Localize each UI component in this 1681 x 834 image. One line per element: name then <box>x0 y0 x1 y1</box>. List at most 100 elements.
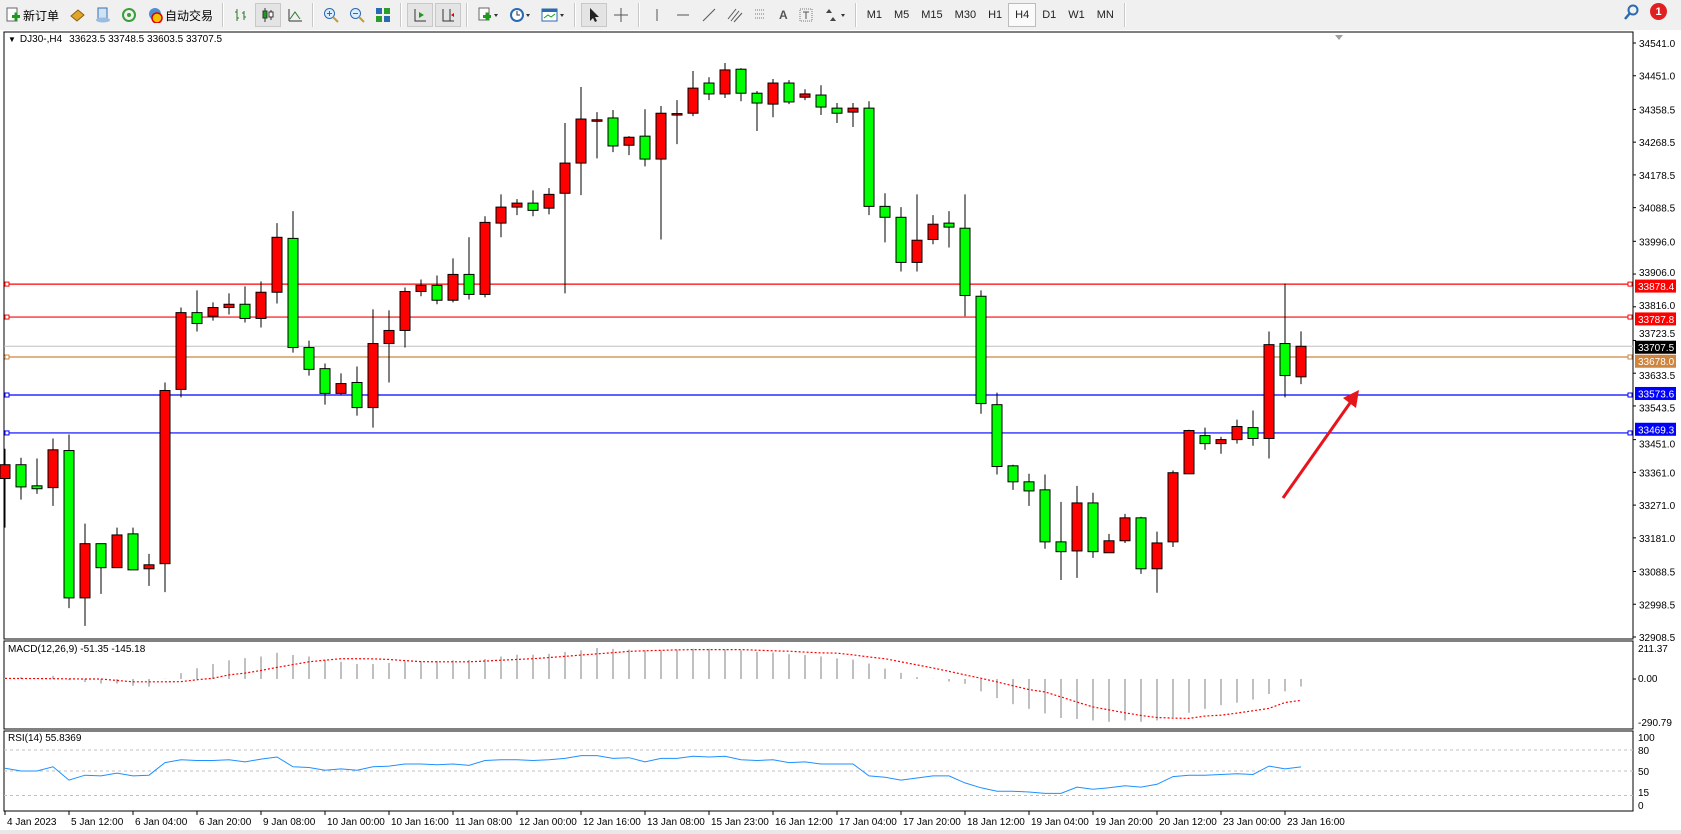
notification-badge[interactable]: 1 <box>1650 3 1667 20</box>
fibonacci-button[interactable] <box>749 3 773 27</box>
zoom-out-button[interactable] <box>345 3 369 27</box>
toolbar-separator <box>312 3 315 27</box>
candle <box>751 91 763 132</box>
candle <box>223 293 235 315</box>
chart-canvas[interactable]: 34541.0 34451.0 34358.5 34268.5 34178.5 34088… <box>0 30 1681 834</box>
time-axis-label: 19 Jan 20:00 <box>1095 817 1153 828</box>
candle-body <box>335 383 347 394</box>
candle-body <box>1167 472 1179 543</box>
candle-body <box>1007 465 1019 483</box>
chart-menu-triangle-icon[interactable]: ▼ <box>8 35 16 44</box>
candle-body <box>319 368 331 394</box>
chart-shift-button[interactable] <box>435 3 462 27</box>
time-axis-label: 12 Jan 16:00 <box>583 817 641 828</box>
candle-body <box>959 227 971 297</box>
line-chart-button[interactable] <box>283 3 307 27</box>
candle <box>671 100 683 145</box>
candle <box>591 112 603 159</box>
candle <box>1231 419 1243 444</box>
trendline-button[interactable] <box>697 3 721 27</box>
time-axis-label: 23 Jan 00:00 <box>1223 817 1281 828</box>
candle <box>239 286 251 323</box>
time-axis-label: 4 Jan 2023 <box>7 817 57 828</box>
tile-windows-button[interactable] <box>371 3 395 27</box>
candle-body <box>127 533 139 571</box>
timeframe-m1[interactable]: M1 <box>866 9 882 21</box>
auto-scroll-button[interactable] <box>407 3 434 27</box>
time-axis-label: 15 Jan 23:00 <box>711 817 769 828</box>
terminal-button[interactable] <box>91 3 115 27</box>
candle-chart-button[interactable] <box>255 3 282 27</box>
candle-body <box>95 543 107 569</box>
candle <box>623 136 635 156</box>
auto-trading-button[interactable]: 自动交易 <box>143 3 217 27</box>
new-order-label: 新订单 <box>23 8 60 23</box>
crosshair-button[interactable] <box>609 3 633 27</box>
search-icon[interactable] <box>1624 4 1640 20</box>
signals-button[interactable] <box>117 3 141 27</box>
price-axis-label: 33181.0 <box>1639 534 1676 545</box>
timeframe-mn[interactable]: MN <box>1096 9 1114 21</box>
level-price-tag <box>1635 279 1676 293</box>
candle-body <box>527 202 539 211</box>
candle-body <box>207 307 219 317</box>
templates-button[interactable] <box>537 3 569 27</box>
candle-body <box>607 117 619 147</box>
timeframe-m5[interactable]: M5 <box>893 9 910 21</box>
timeframe-d1[interactable]: D1 <box>1042 9 1057 21</box>
candle-body <box>79 543 91 599</box>
candle <box>575 87 587 196</box>
candle <box>783 80 795 105</box>
arrows-button[interactable] <box>820 3 850 27</box>
candle-body <box>1247 427 1259 440</box>
candle <box>511 199 523 216</box>
level-handle-left <box>4 314 10 320</box>
price-axis-label: 32998.5 <box>1639 600 1676 611</box>
candle <box>79 523 91 626</box>
candle <box>959 194 971 317</box>
timeframe-m15[interactable]: M15 <box>921 9 943 21</box>
candle <box>271 223 283 304</box>
gold-button[interactable] <box>65 3 89 27</box>
equidistant-channel-button[interactable] <box>723 3 747 27</box>
rsi-line <box>4 755 1302 794</box>
horizontal-line-icon <box>677 14 690 16</box>
cursor-button[interactable] <box>581 3 608 27</box>
text-label-button[interactable] <box>794 3 818 27</box>
candle <box>687 71 699 117</box>
new-order-button[interactable]: 新订单 <box>1 3 63 27</box>
timeframe-m30[interactable]: M30 <box>954 9 977 21</box>
rsi-axis-label: 100 <box>1638 733 1655 744</box>
chart-window[interactable]: 34541.0 34451.0 34358.5 34268.5 34178.5 34088… <box>0 30 1681 834</box>
arrows-icon <box>825 9 845 21</box>
candle-body <box>927 223 939 240</box>
candle <box>559 123 571 294</box>
candle <box>943 211 955 248</box>
candle-body <box>735 68 747 94</box>
zoom-in-button[interactable] <box>319 3 343 27</box>
candle-body <box>1295 345 1307 378</box>
timeframe-bar: M1 M5 M15 M30 H1 H4 D1 W1 MN <box>861 3 1120 27</box>
bar-chart-button[interactable] <box>229 3 253 27</box>
time-axis-label: 19 Jan 04:00 <box>1031 817 1089 828</box>
candle <box>15 457 27 500</box>
candle-body <box>655 112 667 160</box>
periods-button[interactable] <box>505 3 535 27</box>
time-axis-label: 20 Jan 12:00 <box>1159 817 1217 828</box>
text-button[interactable]: A <box>775 3 792 27</box>
timeframe-h4[interactable]: H4 <box>1008 3 1037 27</box>
timeframe-w1[interactable]: W1 <box>1068 9 1085 21</box>
indicators-button[interactable] <box>473 3 503 27</box>
timeframe-h1[interactable]: H1 <box>988 9 1003 21</box>
horizontal-line-button[interactable] <box>671 3 695 27</box>
level-handle-left <box>4 281 10 287</box>
time-axis-label: 5 Jan 12:00 <box>71 817 124 828</box>
price-axis-label: 34358.5 <box>1639 105 1676 116</box>
vertical-line-button[interactable] <box>645 3 669 27</box>
candle-body <box>591 119 603 122</box>
candle-body <box>1103 540 1115 554</box>
candle-body <box>815 94 827 108</box>
candle <box>191 290 203 332</box>
zoom-out-icon <box>350 8 365 23</box>
toolbar-separator <box>854 3 857 27</box>
